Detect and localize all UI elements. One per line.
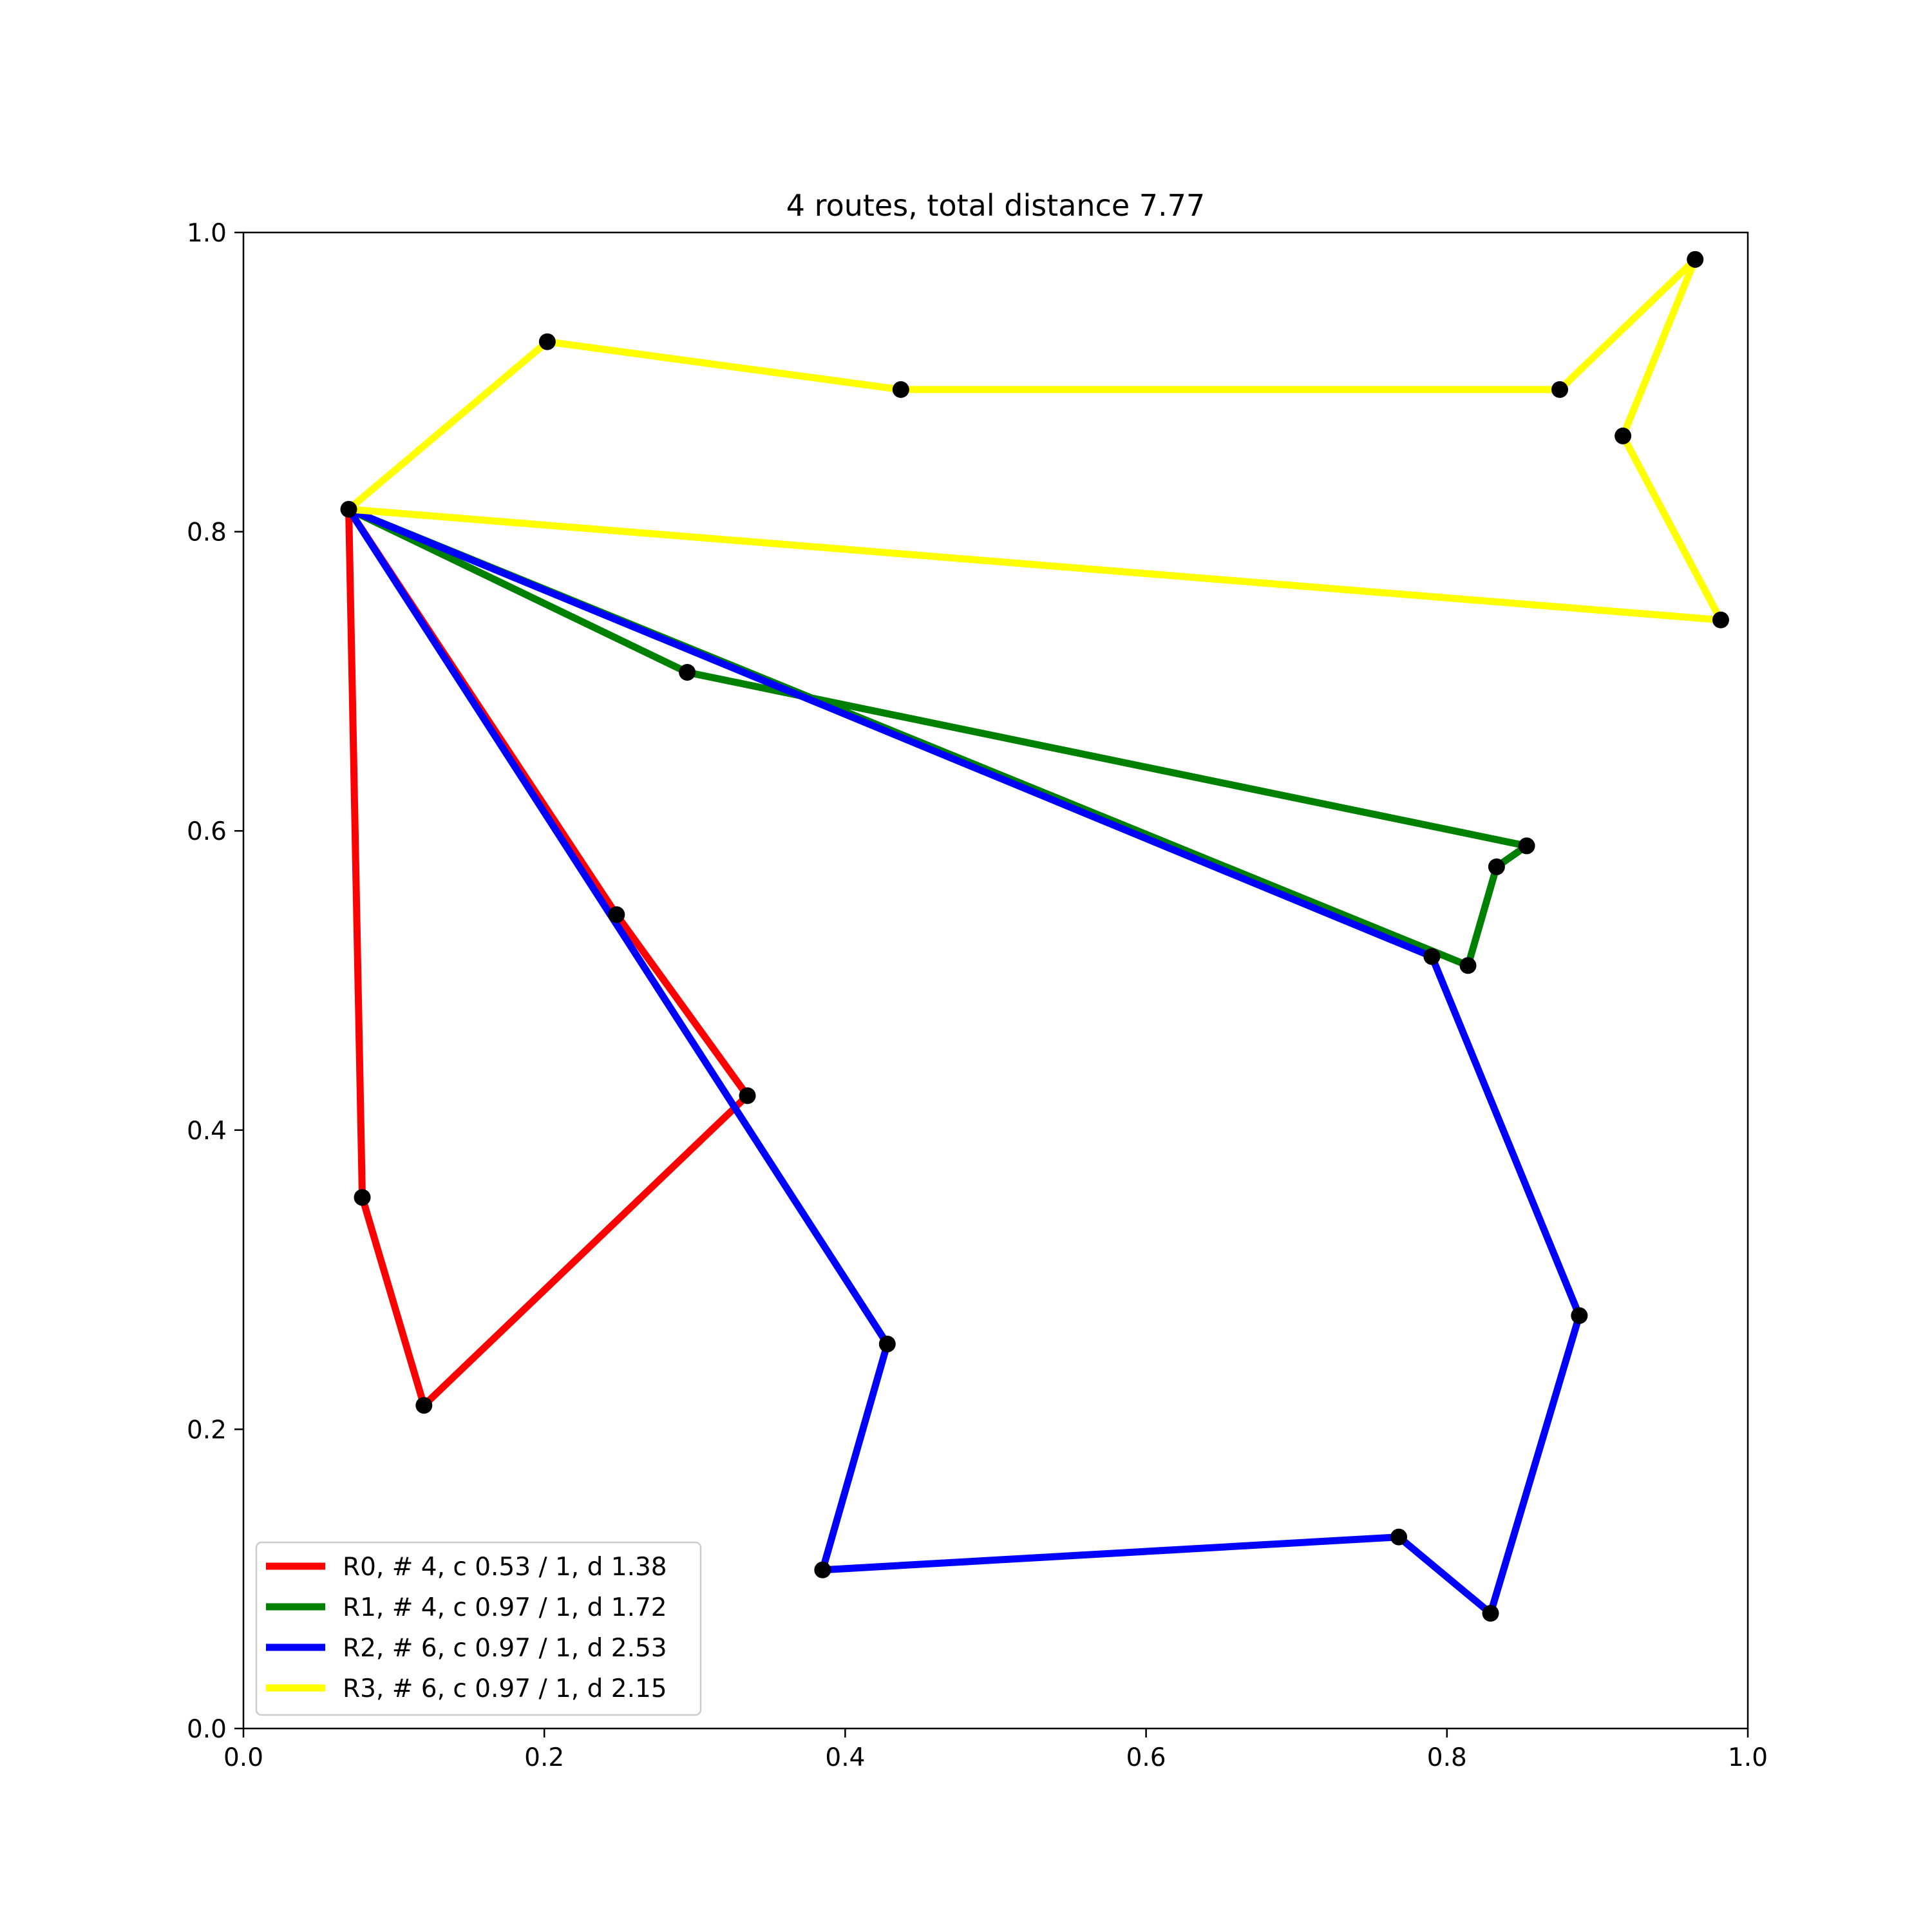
depot-point bbox=[340, 500, 357, 518]
x-tick-label: 0.8 bbox=[1427, 1743, 1467, 1772]
route-line-r0 bbox=[343, 504, 752, 1412]
routes-layer bbox=[343, 256, 1727, 1620]
stop-point-r0-3 bbox=[415, 1397, 433, 1414]
route-line-r3 bbox=[343, 256, 1727, 624]
stop-point-r2-4 bbox=[1482, 1605, 1499, 1622]
plot-frame bbox=[242, 231, 1749, 1730]
stop-point-r2-1 bbox=[878, 1335, 896, 1352]
stop-point-r1-1 bbox=[679, 663, 696, 681]
stop-point-r1-3 bbox=[1488, 858, 1505, 875]
stop-point-r3-3 bbox=[1551, 381, 1568, 398]
stop-point-r2-3 bbox=[1390, 1528, 1408, 1546]
x-tick-label: 1.0 bbox=[1728, 1743, 1768, 1772]
stop-point-r2-2 bbox=[814, 1561, 831, 1578]
stop-point-r0-4 bbox=[354, 1189, 371, 1206]
legend: R0, # 4, c 0.53 / 1, d 1.38 R1, # 4, c 0.… bbox=[255, 1541, 702, 1716]
legend-label-r2: R2, # 6, c 0.97 / 1, d 2.53 bbox=[343, 1634, 667, 1663]
legend-label-r0: R0, # 4, c 0.53 / 1, d 1.38 bbox=[343, 1553, 667, 1582]
x-tick-label: 0.6 bbox=[1126, 1743, 1166, 1772]
y-tick-label: 0.8 bbox=[187, 518, 227, 547]
legend-box bbox=[255, 1541, 702, 1716]
y-tick-label: 0.6 bbox=[187, 817, 227, 846]
route-line-r1 bbox=[344, 504, 1536, 971]
stop-point-r2-6 bbox=[1423, 948, 1441, 965]
route-line-r2 bbox=[343, 504, 1584, 1620]
x-tick-label: 0.0 bbox=[223, 1743, 263, 1772]
stops-layer bbox=[340, 251, 1729, 1622]
y-tick-label: 0.4 bbox=[187, 1117, 227, 1146]
y-tick-label: 1.0 bbox=[187, 219, 227, 248]
stop-point-r3-2 bbox=[892, 381, 909, 398]
legend-label-r3: R3, # 6, c 0.97 / 1, d 2.15 bbox=[343, 1674, 667, 1703]
stop-point-r0-1 bbox=[608, 906, 625, 923]
y-tick-label: 0.2 bbox=[187, 1416, 227, 1444]
x-tick-label: 0.2 bbox=[524, 1743, 564, 1772]
stop-point-r3-5 bbox=[1615, 427, 1632, 444]
stop-point-r2-5 bbox=[1571, 1307, 1588, 1324]
stop-point-r0-2 bbox=[739, 1087, 756, 1104]
chart-title: 4 routes, total distance 7.77 bbox=[786, 188, 1205, 223]
y-axis: 0.0 0.2 0.4 0.6 0.8 1.0 bbox=[187, 219, 243, 1744]
x-axis: 0.0 0.2 0.4 0.6 0.8 1.0 bbox=[223, 1728, 1768, 1772]
x-tick-label: 0.4 bbox=[825, 1743, 865, 1772]
stop-point-r1-4 bbox=[1459, 957, 1477, 974]
stop-point-r3-6 bbox=[1712, 611, 1729, 629]
legend-label-r1: R1, # 4, c 0.97 / 1, d 1.72 bbox=[343, 1593, 667, 1622]
y-tick-label: 0.0 bbox=[187, 1715, 227, 1744]
stop-point-r1-2 bbox=[1518, 837, 1535, 855]
stop-point-r3-1 bbox=[538, 333, 556, 350]
stop-point-r3-4 bbox=[1687, 251, 1704, 268]
